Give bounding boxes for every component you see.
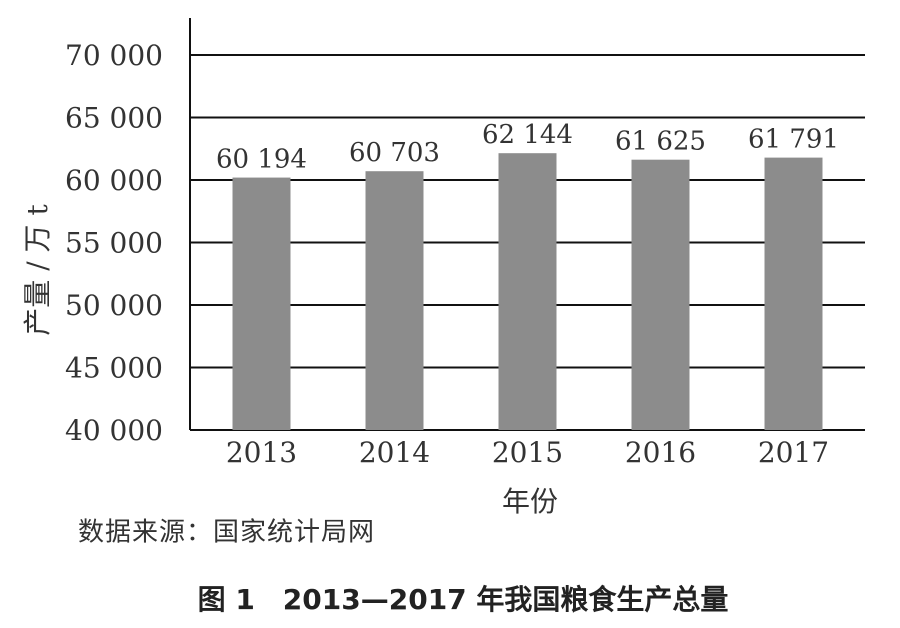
- data-label: 60 703: [349, 138, 440, 168]
- y-tick-label: 50 000: [65, 289, 163, 322]
- y-tick-label: 65 000: [65, 102, 163, 135]
- y-tick-label: 40 000: [65, 414, 163, 447]
- bar: [764, 157, 823, 431]
- bar: [631, 159, 690, 430]
- data-label: 60 194: [216, 145, 307, 175]
- x-tick-label: 2016: [625, 436, 696, 469]
- figure-caption: 图 1 2013—2017 年我国粮食生产总量: [197, 583, 729, 616]
- data-label: 61 791: [748, 125, 839, 155]
- x-tick-label: 2015: [492, 436, 563, 469]
- y-axis-label: 产量 / 万 t: [21, 204, 54, 336]
- y-tick-label: 55 000: [65, 227, 163, 260]
- x-tick-label: 2017: [758, 436, 829, 469]
- y-tick-label: 70 000: [65, 39, 163, 72]
- bar: [232, 177, 291, 430]
- x-axis-label: 年份: [501, 485, 559, 518]
- bar: [498, 153, 557, 430]
- x-tick-label: 2014: [359, 436, 430, 469]
- data-label: 61 625: [615, 127, 706, 157]
- y-tick-label: 60 000: [65, 164, 163, 197]
- data-label: 62 144: [482, 120, 573, 150]
- source-note: 数据来源：国家统计局网: [78, 517, 376, 548]
- y-tick-label: 45 000: [65, 352, 163, 385]
- x-tick-label: 2013: [226, 436, 297, 469]
- bar: [365, 171, 424, 430]
